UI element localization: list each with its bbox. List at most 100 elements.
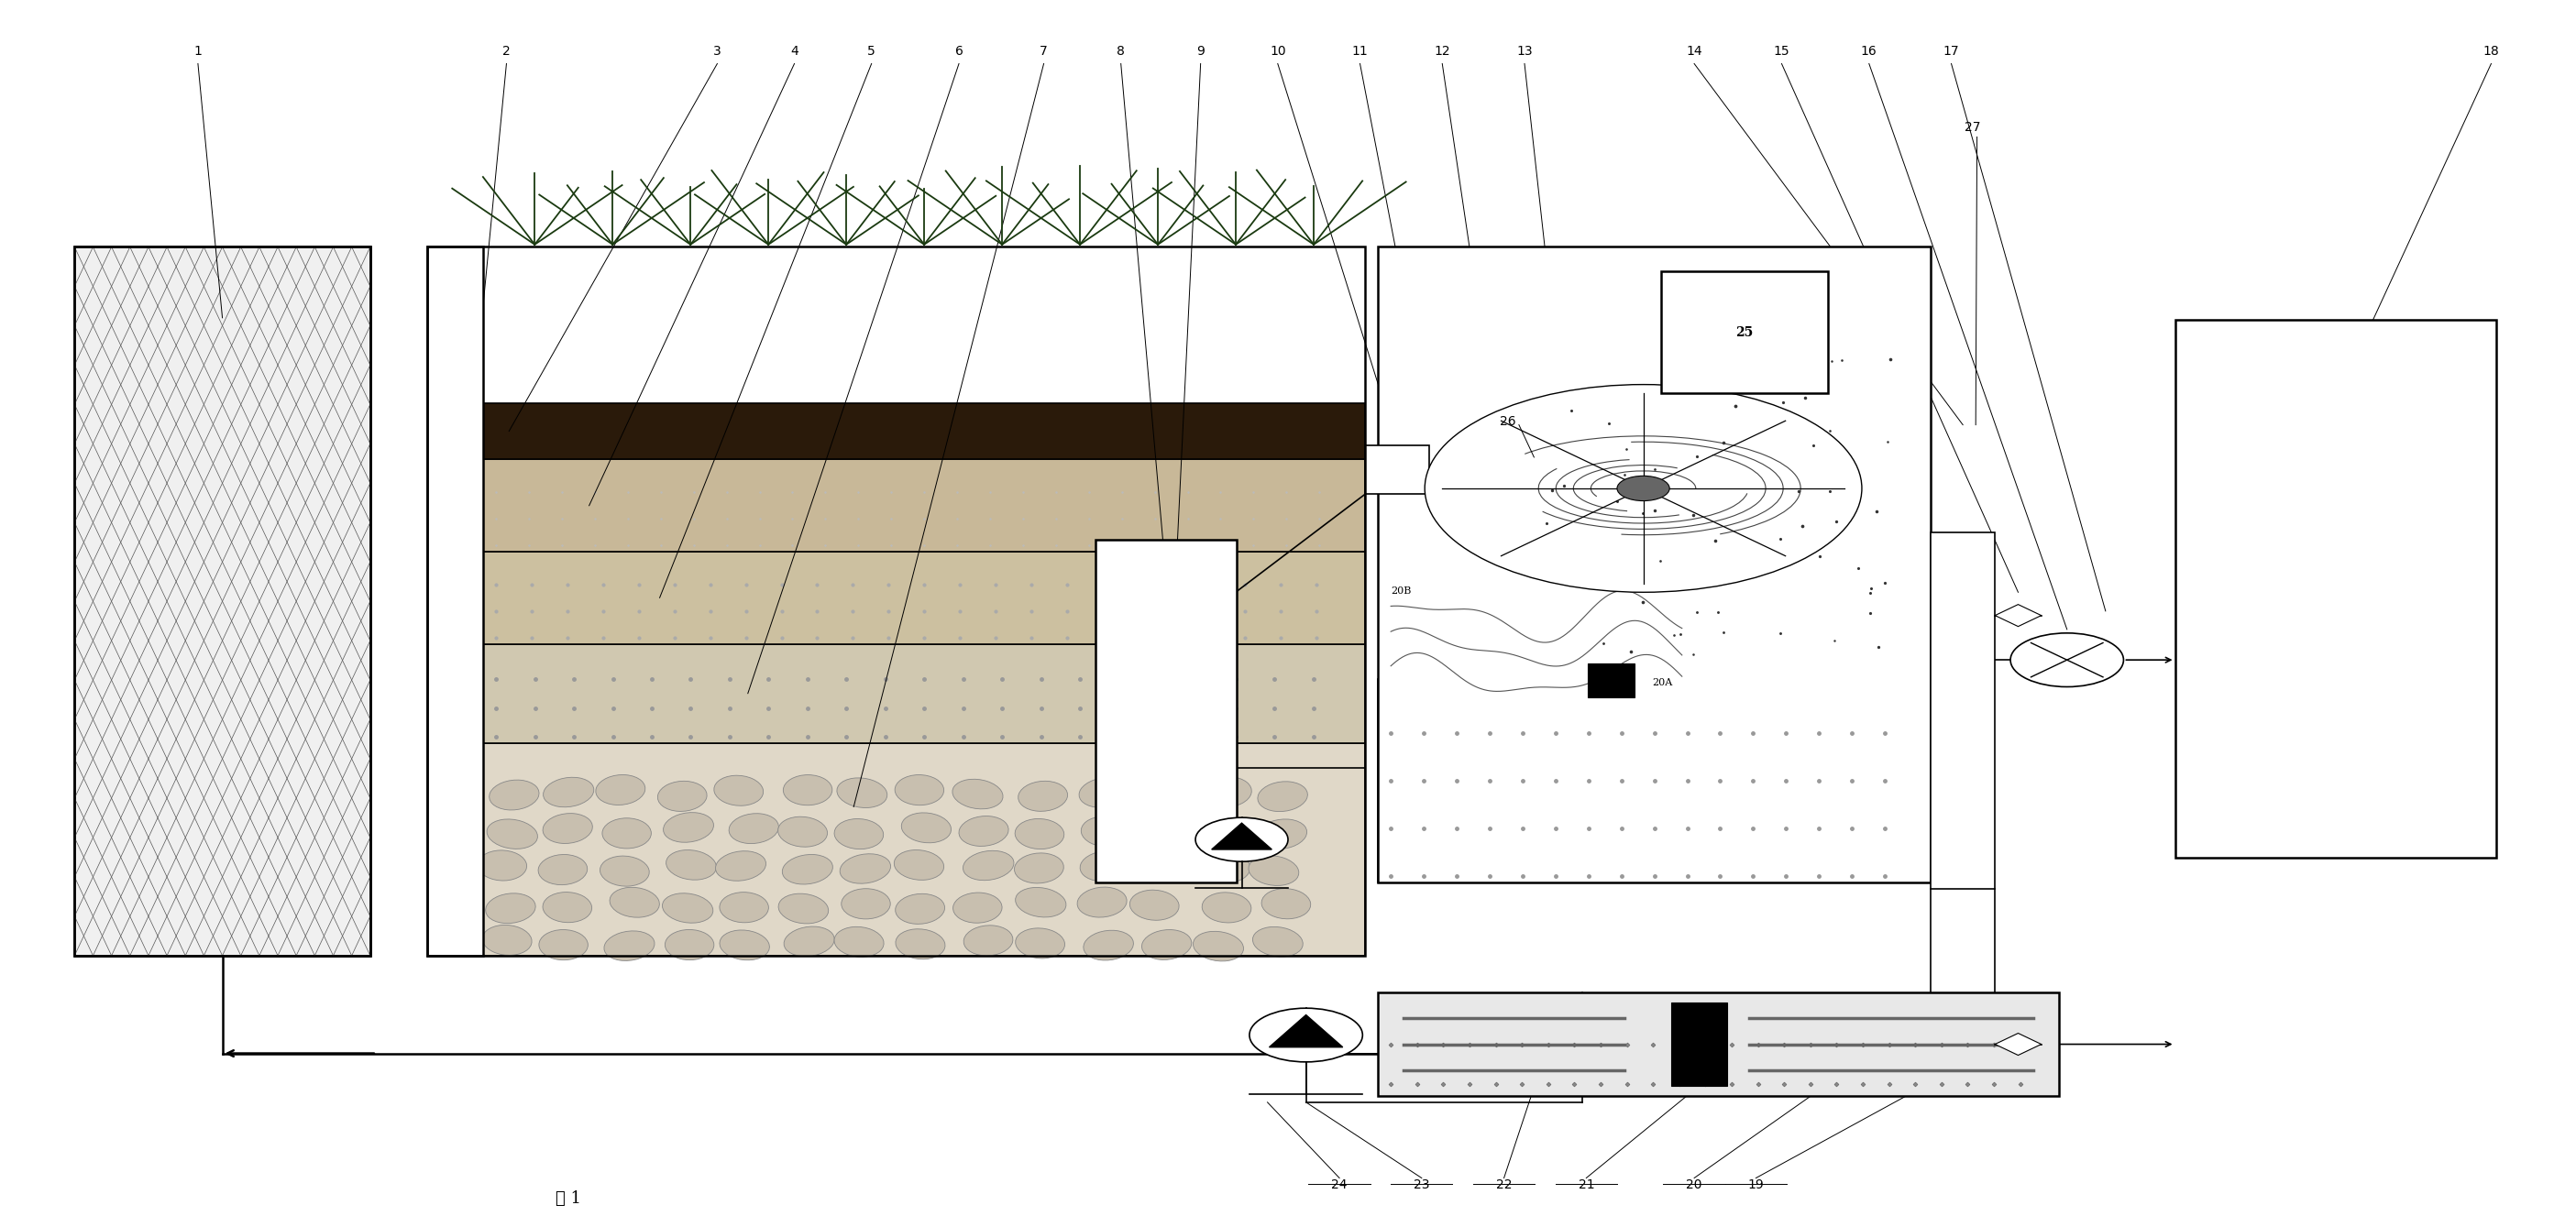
Ellipse shape <box>538 854 587 885</box>
Polygon shape <box>1211 823 1273 849</box>
Ellipse shape <box>1015 818 1064 849</box>
Ellipse shape <box>835 926 884 957</box>
Text: 23: 23 <box>1414 1178 1430 1191</box>
Bar <box>1662 271 1829 394</box>
Bar <box>484 552 1365 644</box>
Ellipse shape <box>963 850 1015 880</box>
Bar <box>75 247 371 956</box>
Text: 16: 16 <box>1860 44 1878 58</box>
Bar <box>484 460 1365 552</box>
Text: 12: 12 <box>1435 44 1450 58</box>
Ellipse shape <box>1079 778 1128 807</box>
Bar <box>428 247 1365 956</box>
Ellipse shape <box>665 930 714 960</box>
Bar <box>1378 993 2058 1096</box>
Circle shape <box>1425 384 1862 593</box>
Text: 9: 9 <box>1195 44 1206 58</box>
Ellipse shape <box>544 814 592 843</box>
Ellipse shape <box>1139 817 1188 848</box>
Text: 22: 22 <box>1497 1178 1512 1191</box>
Ellipse shape <box>837 778 886 807</box>
Ellipse shape <box>953 892 1002 923</box>
Bar <box>1095 540 1236 882</box>
Ellipse shape <box>953 779 1002 809</box>
Ellipse shape <box>603 931 654 961</box>
Bar <box>428 247 484 956</box>
Text: 8: 8 <box>1118 44 1126 58</box>
Ellipse shape <box>544 778 595 807</box>
Ellipse shape <box>894 774 943 805</box>
Polygon shape <box>1994 1033 2040 1055</box>
Ellipse shape <box>1015 928 1064 958</box>
Ellipse shape <box>600 856 649 886</box>
Ellipse shape <box>719 892 768 923</box>
Ellipse shape <box>894 850 943 880</box>
Ellipse shape <box>902 812 951 843</box>
Text: 4: 4 <box>791 44 799 58</box>
Text: 20B: 20B <box>1391 587 1412 595</box>
Text: 10: 10 <box>1270 44 1285 58</box>
Ellipse shape <box>783 775 832 805</box>
Ellipse shape <box>1015 853 1064 883</box>
Text: 26: 26 <box>1499 415 1515 427</box>
Ellipse shape <box>1193 818 1242 848</box>
Ellipse shape <box>714 775 762 806</box>
Text: 27: 27 <box>1963 120 1981 134</box>
Ellipse shape <box>896 929 945 960</box>
Text: 17: 17 <box>1942 44 1960 58</box>
Bar <box>1365 445 1430 494</box>
Text: 3: 3 <box>714 44 721 58</box>
Ellipse shape <box>1079 852 1131 881</box>
Ellipse shape <box>1141 930 1193 960</box>
Bar <box>1587 663 1633 697</box>
Ellipse shape <box>1203 892 1252 923</box>
Text: 19: 19 <box>1747 1178 1765 1191</box>
Ellipse shape <box>1015 887 1066 918</box>
Circle shape <box>1618 476 1669 501</box>
Text: 20: 20 <box>1687 1178 1703 1191</box>
Text: 5: 5 <box>868 44 876 58</box>
Ellipse shape <box>662 893 714 923</box>
Ellipse shape <box>1193 931 1244 961</box>
Ellipse shape <box>1133 774 1185 805</box>
Bar <box>484 644 1365 744</box>
Text: 14: 14 <box>1687 44 1703 58</box>
Text: 图 1: 图 1 <box>556 1190 582 1206</box>
Ellipse shape <box>896 893 945 924</box>
Ellipse shape <box>840 854 891 883</box>
Circle shape <box>1249 1009 1363 1061</box>
Ellipse shape <box>538 930 587 960</box>
Ellipse shape <box>1257 782 1309 811</box>
Text: 21: 21 <box>1579 1178 1595 1191</box>
Ellipse shape <box>835 818 884 849</box>
Circle shape <box>2009 633 2123 687</box>
Polygon shape <box>1994 605 2040 627</box>
Ellipse shape <box>482 925 531 955</box>
Ellipse shape <box>667 850 716 880</box>
Ellipse shape <box>778 817 827 847</box>
Ellipse shape <box>1257 820 1306 849</box>
Bar <box>484 744 1365 956</box>
Text: 15: 15 <box>1772 44 1790 58</box>
Ellipse shape <box>719 930 770 960</box>
Text: 25: 25 <box>1736 326 1754 339</box>
Ellipse shape <box>1200 853 1249 883</box>
Ellipse shape <box>1084 930 1133 961</box>
Text: 13: 13 <box>1517 44 1533 58</box>
Ellipse shape <box>958 816 1010 847</box>
Ellipse shape <box>783 854 832 885</box>
Text: 20A: 20A <box>1651 677 1672 687</box>
Ellipse shape <box>1082 816 1131 847</box>
Ellipse shape <box>1077 887 1126 918</box>
Ellipse shape <box>1128 853 1180 883</box>
Ellipse shape <box>662 812 714 843</box>
Ellipse shape <box>603 818 652 848</box>
Bar <box>1932 533 1994 888</box>
Ellipse shape <box>1018 782 1066 811</box>
Text: 24: 24 <box>1332 1178 1347 1191</box>
Bar <box>2174 320 2496 858</box>
Polygon shape <box>1270 1015 1342 1047</box>
Text: 6: 6 <box>956 44 963 58</box>
Ellipse shape <box>484 893 536 923</box>
Ellipse shape <box>783 926 835 956</box>
